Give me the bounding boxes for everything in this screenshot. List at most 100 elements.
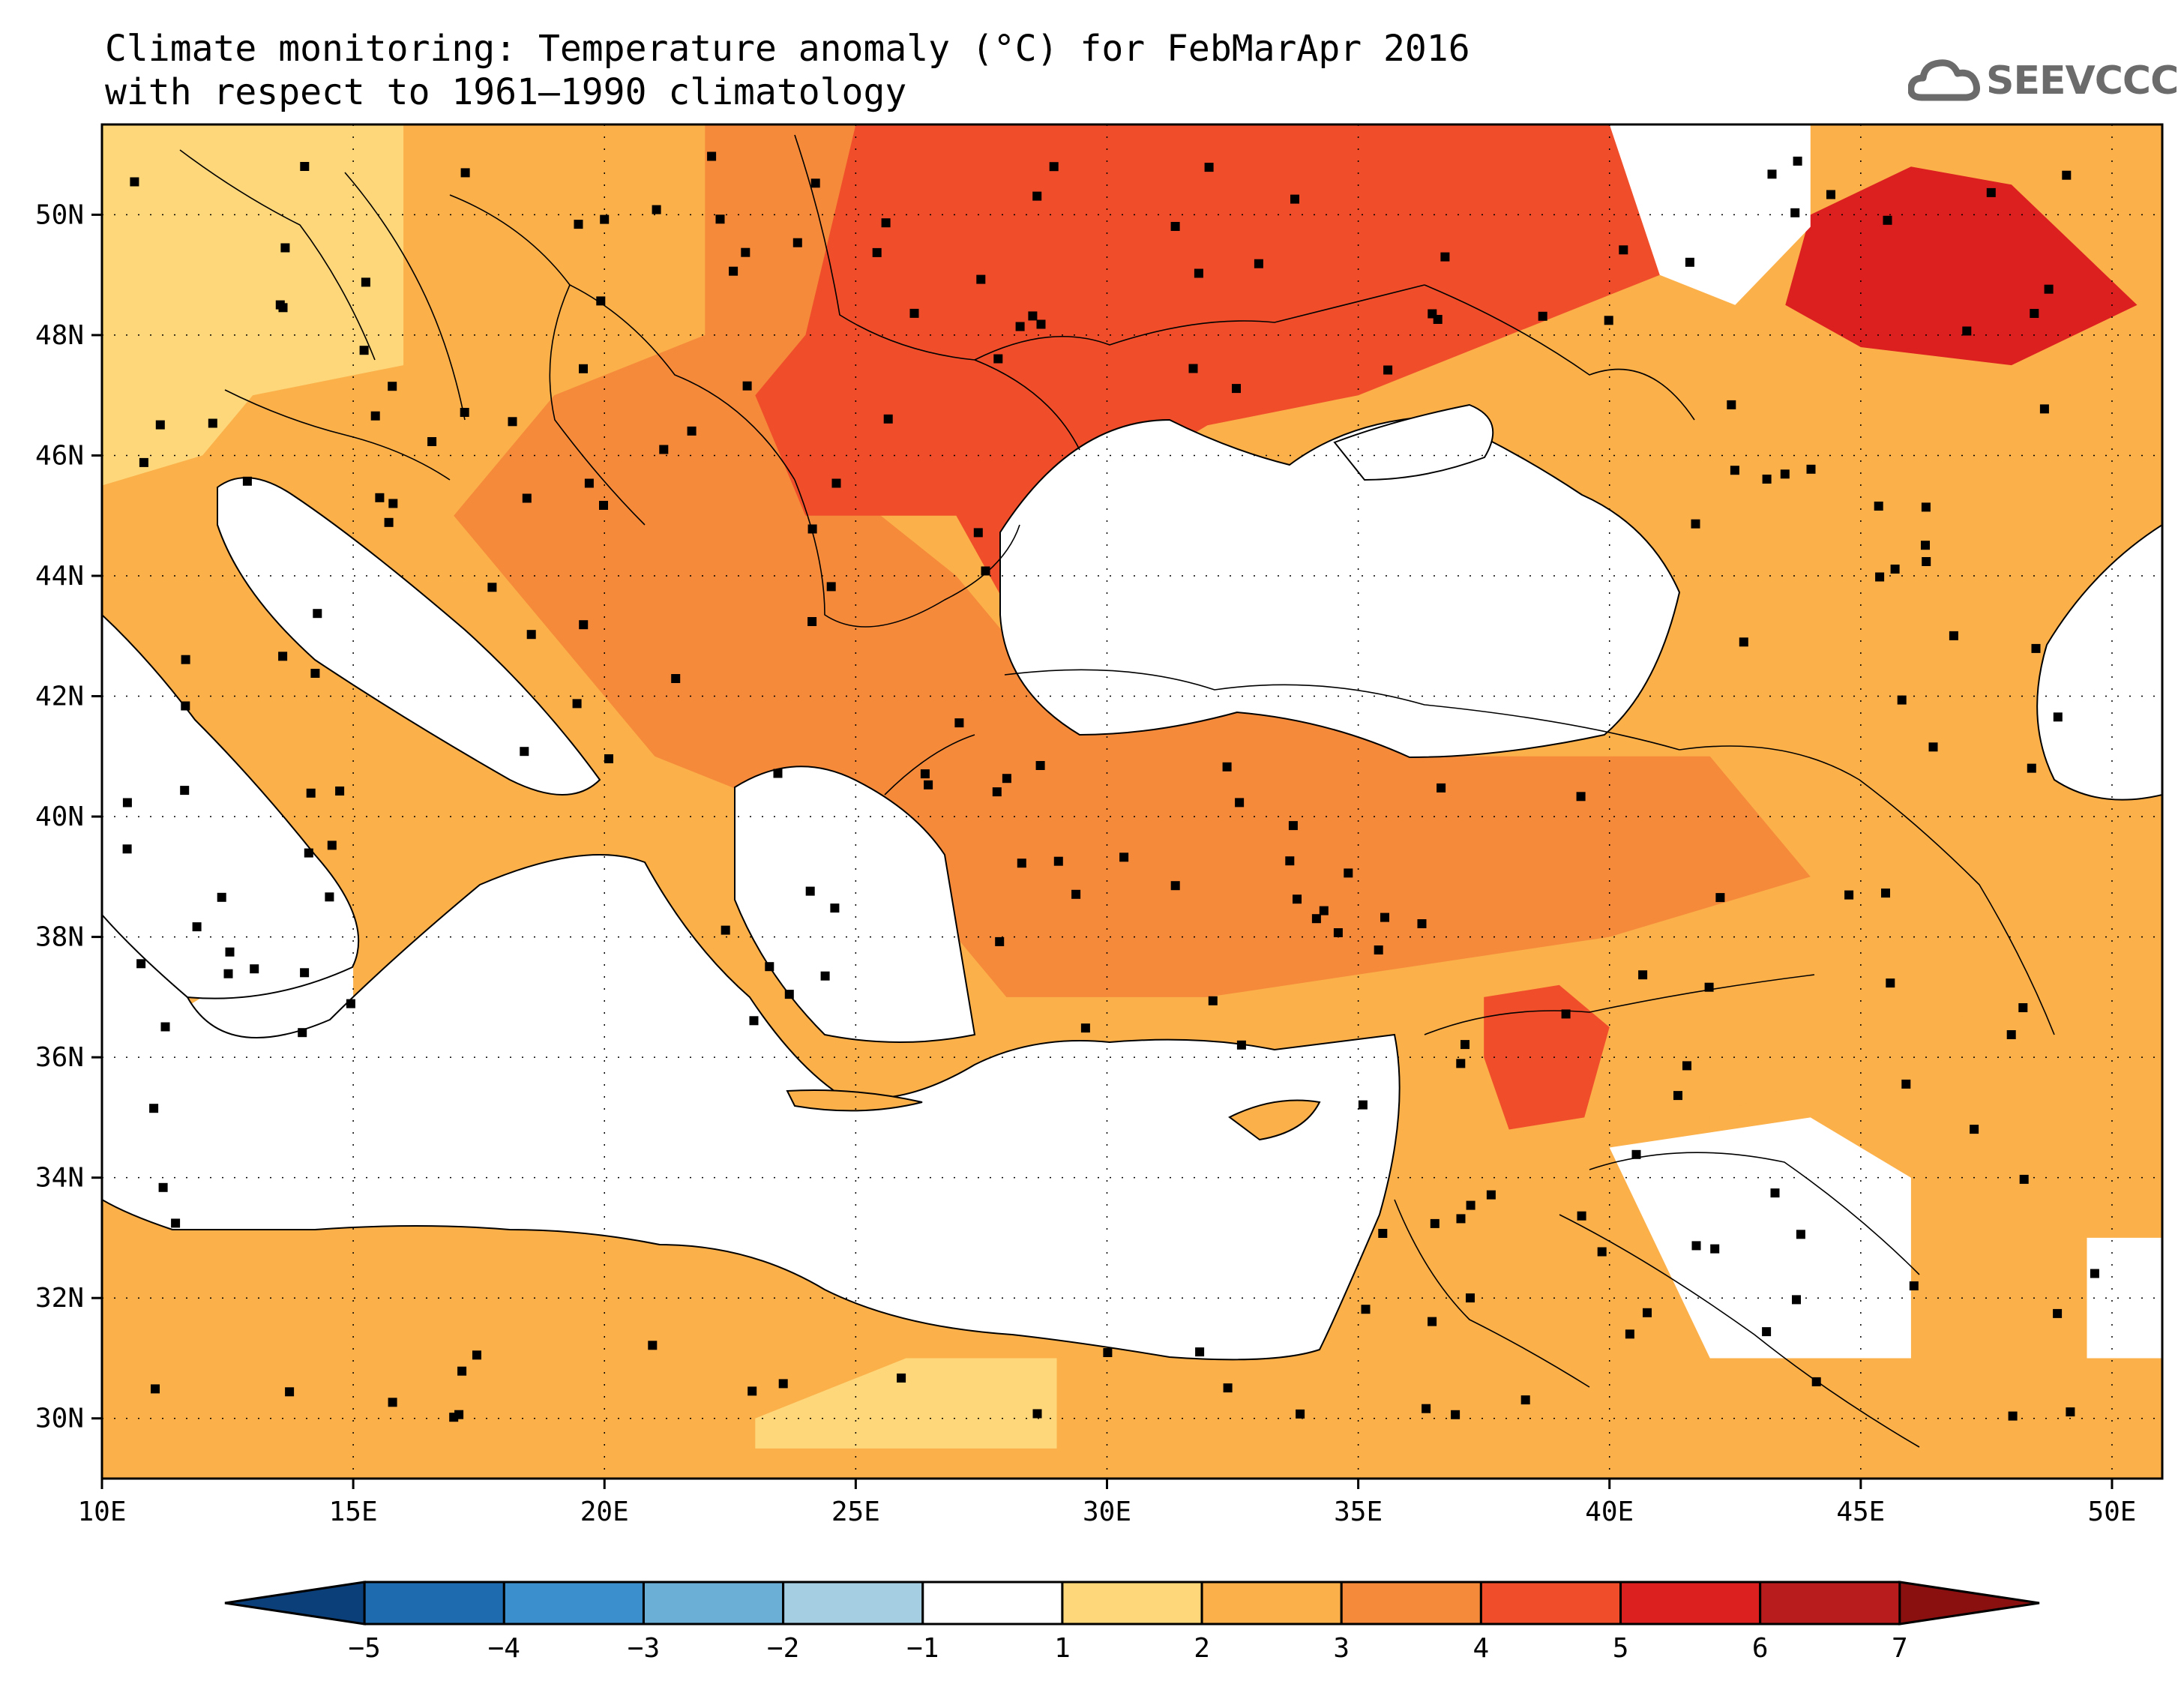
station-marker	[1296, 1409, 1305, 1419]
station-marker	[1921, 541, 1930, 550]
station-marker	[1080, 1023, 1090, 1033]
x-tick-label: 40E	[1585, 1497, 1634, 1527]
station-marker	[1780, 469, 1790, 479]
station-marker	[370, 411, 380, 421]
station-marker	[1428, 309, 1437, 319]
station-marker	[487, 583, 497, 592]
station-marker	[778, 1379, 788, 1389]
station-marker	[1643, 1308, 1652, 1317]
station-marker	[1682, 1061, 1691, 1071]
station-marker	[773, 769, 783, 778]
colorbar-tick-label: −1	[906, 1633, 939, 1664]
station-marker	[1293, 894, 1302, 904]
colorbar-arrow-low	[224, 1581, 366, 1626]
station-marker	[2066, 1407, 2075, 1417]
colorbar-bin	[1340, 1581, 1482, 1626]
station-marker	[223, 969, 233, 978]
colorbar-tick-label: 7	[1892, 1633, 1908, 1664]
station-marker	[460, 168, 470, 178]
station-marker	[160, 1022, 170, 1032]
x-tick-label: 30E	[1083, 1497, 1131, 1527]
station-marker	[1032, 191, 1042, 201]
station-marker	[1028, 311, 1038, 321]
station-marker	[1762, 1327, 1772, 1337]
station-marker	[784, 990, 794, 999]
station-marker	[1017, 858, 1026, 868]
station-marker	[275, 300, 285, 310]
station-marker	[687, 426, 697, 436]
y-tick-label: 32N	[35, 1283, 84, 1314]
station-marker	[572, 699, 582, 709]
colorbar-tick-label: 3	[1333, 1633, 1350, 1664]
anomaly-region-north-italy-alps	[102, 124, 479, 486]
station-marker	[1970, 1125, 1979, 1134]
colorbar-bin	[1759, 1581, 1901, 1626]
station-marker	[1638, 970, 1648, 980]
station-marker	[526, 630, 536, 640]
station-marker	[1793, 156, 1802, 166]
station-marker	[1897, 695, 1907, 705]
colorbar-bin	[502, 1581, 645, 1626]
station-marker	[1002, 774, 1011, 784]
colorbar-tick-label: 6	[1752, 1633, 1769, 1664]
station-marker	[250, 964, 259, 974]
y-tick-label: 30N	[35, 1404, 84, 1434]
station-marker	[454, 1410, 464, 1419]
anomaly-field	[102, 124, 2162, 1479]
station-marker	[1806, 464, 1816, 474]
station-marker	[830, 903, 840, 913]
station-marker	[1204, 163, 1214, 172]
station-marker	[136, 959, 146, 969]
station-marker	[1103, 1348, 1113, 1357]
station-marker	[883, 414, 893, 424]
station-marker	[1715, 893, 1725, 903]
station-marker	[1811, 1377, 1821, 1386]
station-marker	[976, 274, 986, 284]
station-marker	[171, 1218, 181, 1228]
station-marker	[1288, 821, 1298, 831]
station-marker	[1285, 856, 1295, 866]
station-marker	[375, 493, 385, 502]
station-marker	[1195, 1347, 1205, 1357]
y-tick-label: 38N	[35, 922, 84, 953]
station-marker	[388, 382, 397, 391]
station-marker	[388, 1398, 397, 1407]
station-marker	[920, 769, 930, 779]
station-marker	[1886, 978, 1895, 988]
station-marker	[729, 266, 738, 276]
station-marker	[1890, 565, 1900, 574]
station-marker	[359, 346, 369, 355]
station-marker	[648, 1341, 658, 1350]
station-marker	[304, 848, 313, 858]
colorbar-tick-label: 2	[1194, 1633, 1210, 1664]
station-marker	[508, 417, 517, 427]
station-marker	[1883, 215, 1892, 225]
station-marker	[1625, 1329, 1634, 1339]
graticule	[91, 124, 2162, 1489]
title-line-1: Climate monitoring: Temperature anomaly …	[105, 28, 1470, 70]
station-marker	[1015, 322, 1025, 331]
station-marker	[1437, 783, 1446, 793]
y-tick-label: 50N	[35, 199, 84, 230]
station-marker	[1053, 856, 1063, 866]
colorbar-arrow-high	[1898, 1581, 2040, 1626]
anomaly-region-egypt-coast	[755, 1358, 1057, 1449]
plot-frame	[100, 123, 2164, 1480]
station-marker	[992, 787, 1002, 797]
colorbar-bin	[1619, 1581, 1762, 1626]
station-marker	[579, 620, 589, 630]
station-marker	[1730, 466, 1739, 475]
station-marker	[1597, 1247, 1607, 1257]
station-marker	[1685, 257, 1694, 267]
station-marker	[747, 1386, 757, 1396]
colorbar-tick-label: −3	[628, 1633, 660, 1664]
station-marker	[993, 354, 1003, 364]
station-marker	[981, 566, 990, 576]
station-marker	[1949, 631, 1958, 640]
station-marker	[122, 798, 132, 808]
station-marker	[280, 243, 290, 253]
colorbar-bin	[363, 1581, 505, 1626]
station-marker	[973, 528, 983, 538]
station-marker	[208, 418, 217, 428]
station-marker	[596, 296, 606, 306]
